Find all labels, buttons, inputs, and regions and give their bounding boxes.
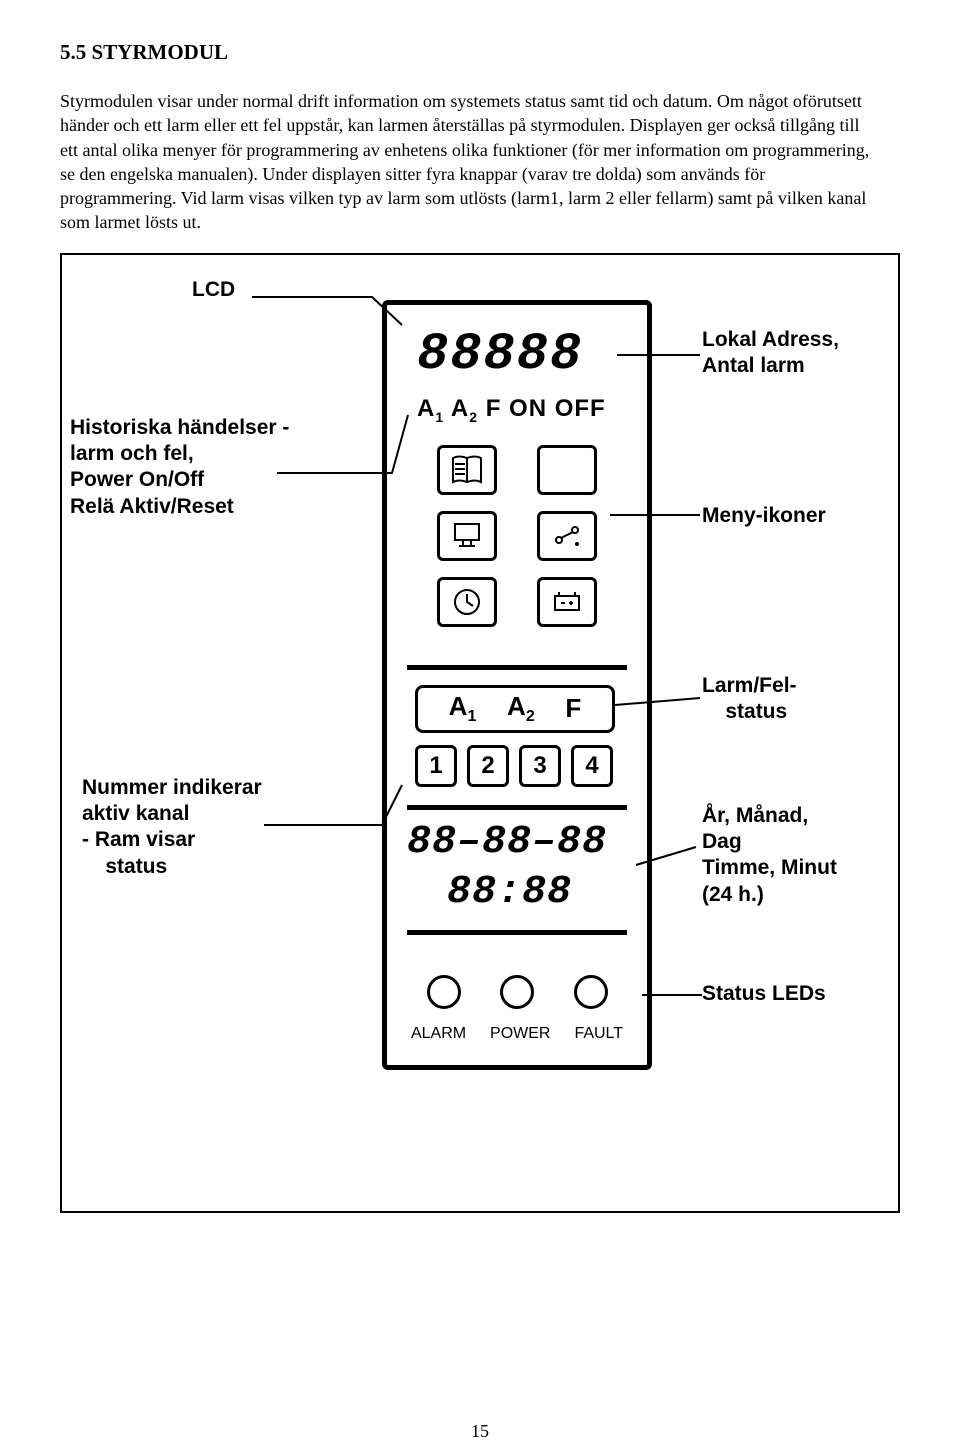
- divider-2: [407, 805, 627, 810]
- channel-number-row: 1 2 3 4: [415, 745, 613, 787]
- alarm-led-label: ALARM: [411, 1025, 466, 1043]
- callout-larmfel: Larm/Fel- status: [702, 673, 797, 726]
- power-led: [500, 975, 534, 1009]
- book-icon: [449, 452, 485, 488]
- book-icon-box: [437, 445, 497, 495]
- status-indicators-row: A1 A2 F ON OFF: [417, 395, 606, 425]
- nodes-icon-box: [537, 511, 597, 561]
- date-segment-display: 88–88–88: [407, 820, 607, 865]
- led-row: [387, 975, 647, 1009]
- fault-led: [574, 975, 608, 1009]
- blank-icon-box: [537, 445, 597, 495]
- channel-1: 1: [415, 745, 457, 787]
- callout-armanad: År, Månad, Dag Timme, Minut (24 h.): [702, 803, 837, 908]
- alarm-led: [427, 975, 461, 1009]
- device-panel: 88888 A1 A2 F ON OFF A1 A2 F: [382, 300, 652, 1070]
- section-heading: 5.5 STYRMODUL: [60, 40, 900, 65]
- power-led-label: POWER: [490, 1025, 550, 1043]
- channel-2: 2: [467, 745, 509, 787]
- segment-display-main: 88888: [417, 325, 583, 384]
- alarm-f: F: [565, 693, 581, 724]
- monitor-icon: [449, 518, 485, 554]
- alarm-a1: A1: [449, 691, 477, 726]
- callout-statusleds: Status LEDs: [702, 981, 826, 1007]
- led-label-row: ALARM POWER FAULT: [387, 1025, 647, 1043]
- callout-number: Nummer indikerar aktiv kanal - Ram visar…: [82, 775, 262, 880]
- body-paragraph: Styrmodulen visar under normal drift inf…: [60, 89, 880, 235]
- callout-meny: Meny-ikoner: [702, 503, 826, 529]
- time-segment-display: 88:88: [447, 870, 572, 915]
- clock-icon: [449, 584, 485, 620]
- figure-frame: LCD Historiska händelser - larm och fel,…: [60, 253, 900, 1213]
- fault-led-label: FAULT: [574, 1025, 623, 1043]
- callout-history: Historiska händelser - larm och fel, Pow…: [70, 415, 289, 520]
- clock-icon-box: [437, 577, 497, 627]
- battery-icon-box: [537, 577, 597, 627]
- monitor-icon-box: [437, 511, 497, 561]
- alarm-a2: A2: [507, 691, 535, 726]
- battery-icon: [549, 584, 585, 620]
- callout-lokal: Lokal Adress, Antal larm: [702, 327, 839, 380]
- divider-1: [407, 665, 627, 670]
- divider-3: [407, 930, 627, 935]
- channel-3: 3: [519, 745, 561, 787]
- channel-4: 4: [571, 745, 613, 787]
- alarm-status-box: A1 A2 F: [415, 685, 615, 733]
- page-number: 15: [471, 1421, 489, 1442]
- nodes-icon: [549, 518, 585, 554]
- callout-lcd: LCD: [192, 277, 235, 303]
- menu-icon-grid: [437, 445, 607, 627]
